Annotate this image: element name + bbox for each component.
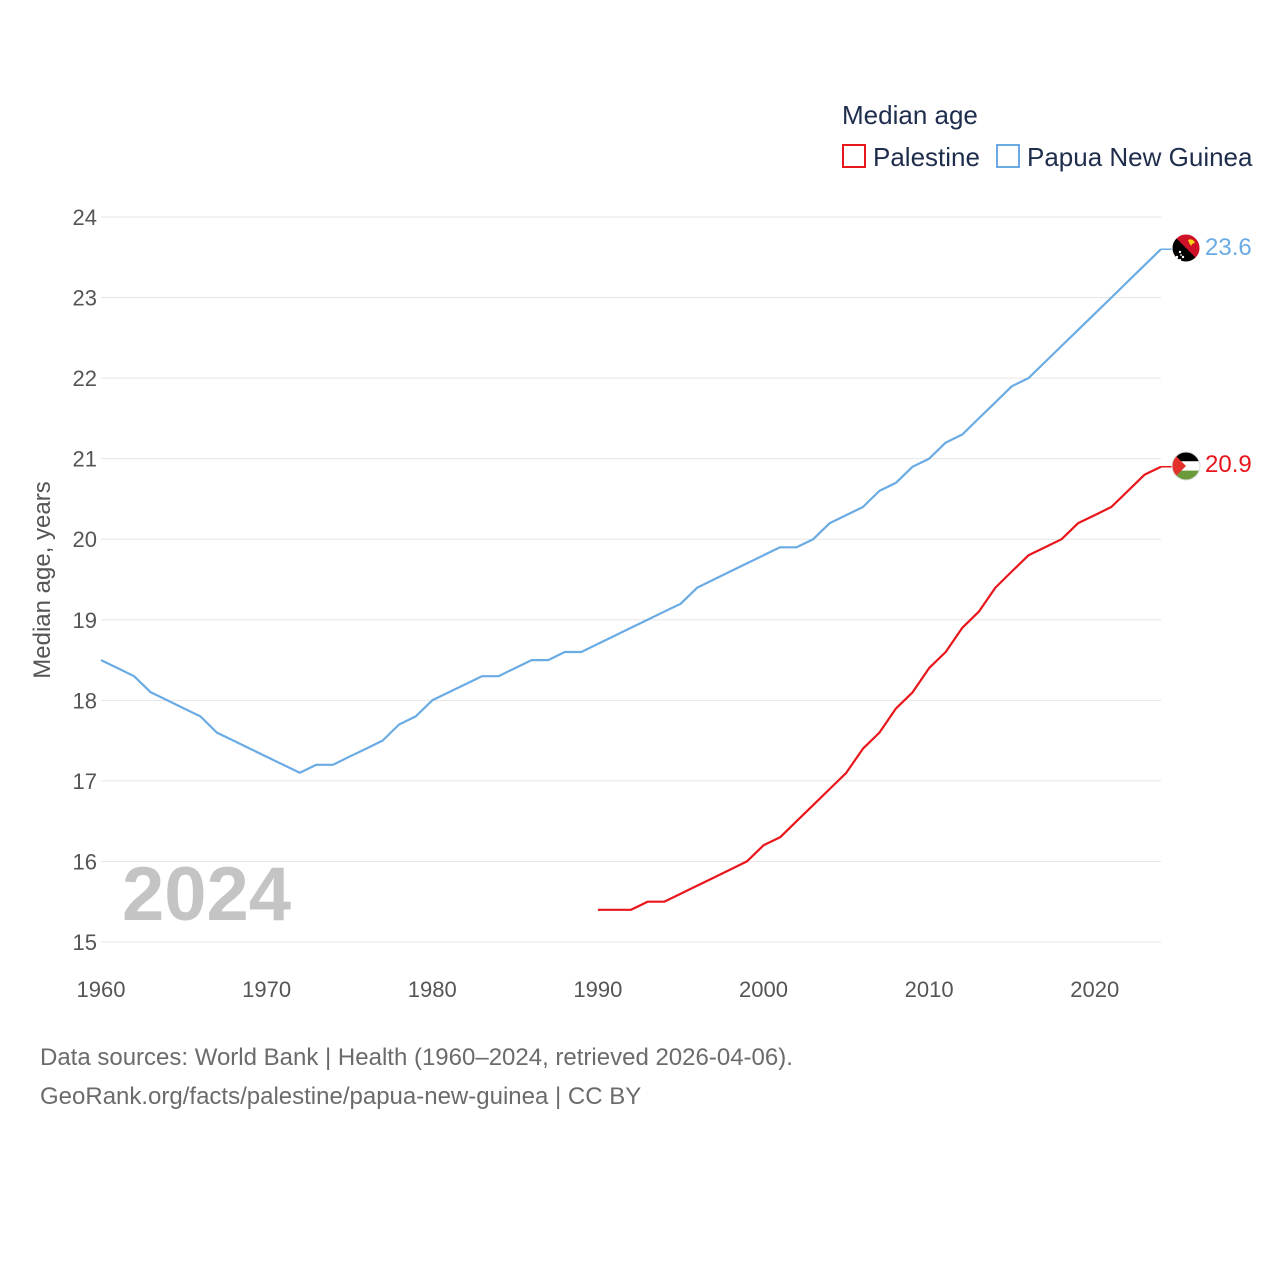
legend-swatch-papua-new-guinea[interactable] <box>996 144 1020 168</box>
y-axis-ticks: 15 16 17 18 19 20 21 22 23 24 <box>73 205 97 955</box>
x-tick-label: 1990 <box>573 977 622 1002</box>
end-value-papua-new-guinea: 23.6 <box>1205 234 1252 261</box>
y-axis-title: Median age, years <box>29 481 56 678</box>
gridlines <box>101 216 1161 943</box>
y-tick-label: 17 <box>73 769 97 794</box>
x-tick-label: 1970 <box>242 977 291 1002</box>
x-tick-label: 2010 <box>905 977 954 1002</box>
source-text: Data sources: World Bank | Health (1960–… <box>40 1044 793 1071</box>
end-value-palestine: 20.9 <box>1205 451 1252 478</box>
y-tick-label: 20 <box>73 527 97 552</box>
x-axis-ticks: 1960 1970 1980 1990 2000 2010 2020 <box>77 977 1120 1002</box>
y-tick-label: 18 <box>73 688 97 713</box>
y-tick-label: 16 <box>73 849 97 874</box>
papua-new-guinea-flag-icon <box>1172 234 1200 262</box>
series-line-papua-new-guinea[interactable] <box>100 248 1162 774</box>
legend-label-palestine[interactable]: Palestine <box>873 142 980 172</box>
series-lines <box>100 248 1172 911</box>
y-tick-label: 21 <box>73 447 97 472</box>
legend-title: Median age <box>842 100 978 130</box>
legend-label-papua-new-guinea[interactable]: Papua New Guinea <box>1027 142 1253 172</box>
y-tick-label: 23 <box>73 286 97 311</box>
y-tick-label: 24 <box>73 205 97 230</box>
x-tick-label: 2020 <box>1070 977 1119 1002</box>
legend-swatch-palestine[interactable] <box>842 144 866 168</box>
legend[interactable]: Median age Palestine Papua New Guinea <box>842 100 1253 172</box>
y-tick-label: 15 <box>73 930 97 955</box>
year-watermark: 2024 <box>122 852 291 937</box>
palestine-flag-border <box>1171 451 1201 481</box>
y-tick-label: 22 <box>73 366 97 391</box>
series-line-palestine[interactable] <box>597 465 1162 911</box>
papua-new-guinea-flag-border <box>1171 233 1201 263</box>
y-tick-label: 19 <box>73 608 97 633</box>
x-tick-label: 1980 <box>408 977 457 1002</box>
palestine-flag-icon <box>1172 452 1200 480</box>
x-tick-label: 1960 <box>77 977 126 1002</box>
x-tick-label: 2000 <box>739 977 788 1002</box>
source-url[interactable]: GeoRank.org/facts/palestine/papua-new-gu… <box>40 1083 642 1110</box>
